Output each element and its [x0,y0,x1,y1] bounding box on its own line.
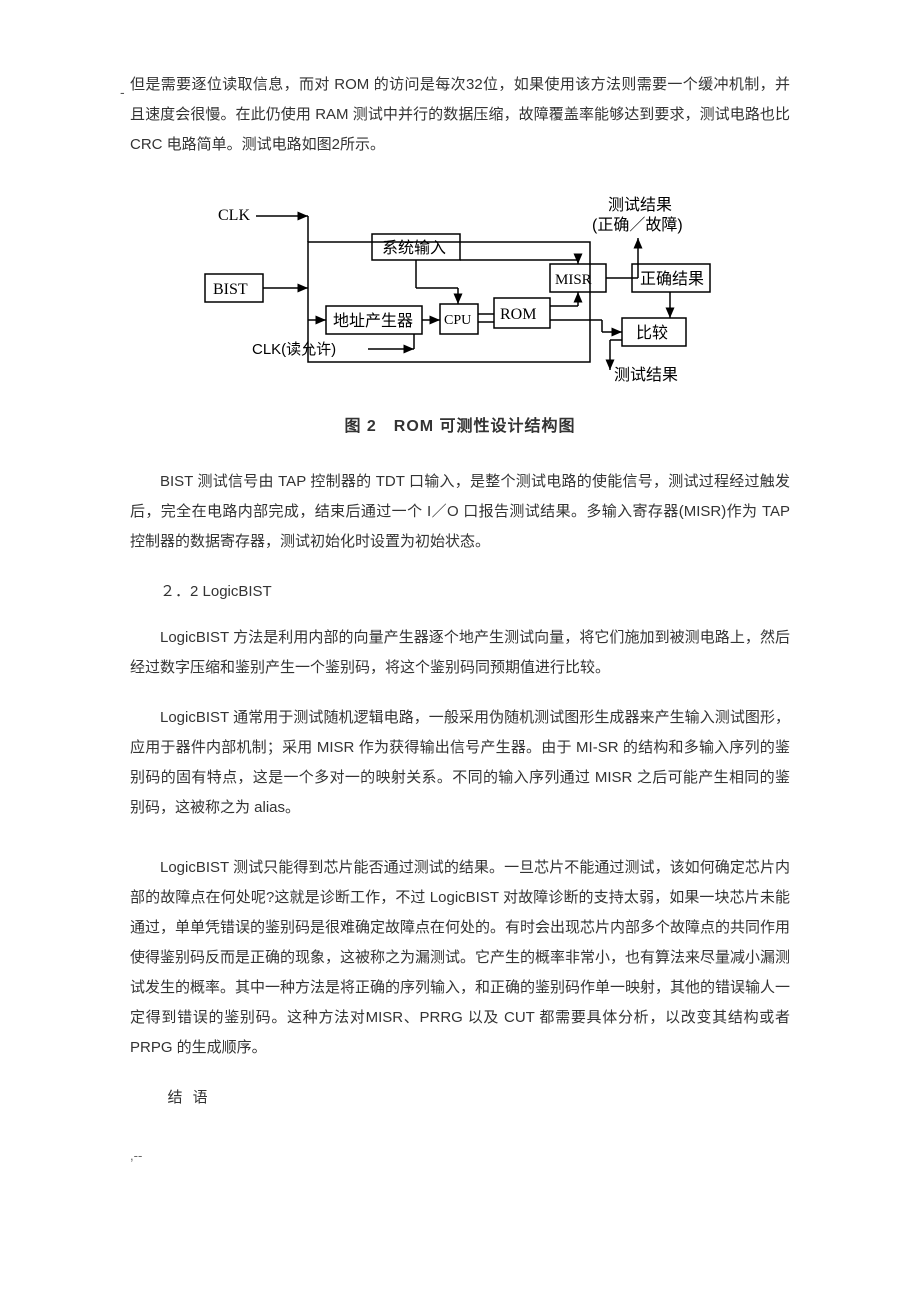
label-rom: ROM [500,306,536,323]
dash-marker-top: - [120,78,125,106]
label-test-result-top1: 测试结果 [608,196,672,214]
label-cpu: CPU [444,313,471,328]
label-compare: 比较 [636,324,668,342]
figure-2: CLK BIST 系统输入 地址产生器 CLK(读允许) CPU ROM [130,180,790,401]
paragraph-3: LogicBIST 方法是利用内部的向量产生器逐个地产生测试向量，将它们施加到被… [130,623,790,683]
label-bist: BIST [213,281,248,298]
label-clk: CLK [218,207,250,224]
paragraph-2: BIST 测试信号由 TAP 控制器的 TDT 口输入，是整个测试电路的使能信号… [130,467,790,557]
conclusion-heading: 结 语 [130,1083,790,1113]
figure-diagram: CLK BIST 系统输入 地址产生器 CLK(读允许) CPU ROM [200,180,720,390]
label-sys-in: 系统输入 [382,239,446,257]
section-2-2-title: ２．2 LogicBIST [130,577,790,607]
label-misr: MISR [555,272,592,288]
paragraph-5: LogicBIST 测试只能得到芯片能否通过测试的结果。一旦芯片不能通过测试，该… [130,853,790,1063]
label-correct-result: 正确结果 [640,270,704,288]
label-test-result-bottom: 测试结果 [614,366,678,384]
label-test-result-top2: (正确／故障) [592,216,683,234]
figure-caption: 图 2 ROM 可测性设计结构图 [130,411,790,443]
label-addr-gen: 地址产生器 [333,312,413,330]
paragraph-4: LogicBIST 通常用于测试随机逻辑电路，一般采用伪随机测试图形生成器来产生… [130,703,790,823]
paragraph-1: 但是需要逐位读取信息，而对 ROM 的访问是每次32位，如果使用该方法则需要一个… [130,70,790,160]
dash-marker-bottom: ,-- [130,1143,790,1169]
label-clk-read: CLK(读允许) [252,341,336,358]
